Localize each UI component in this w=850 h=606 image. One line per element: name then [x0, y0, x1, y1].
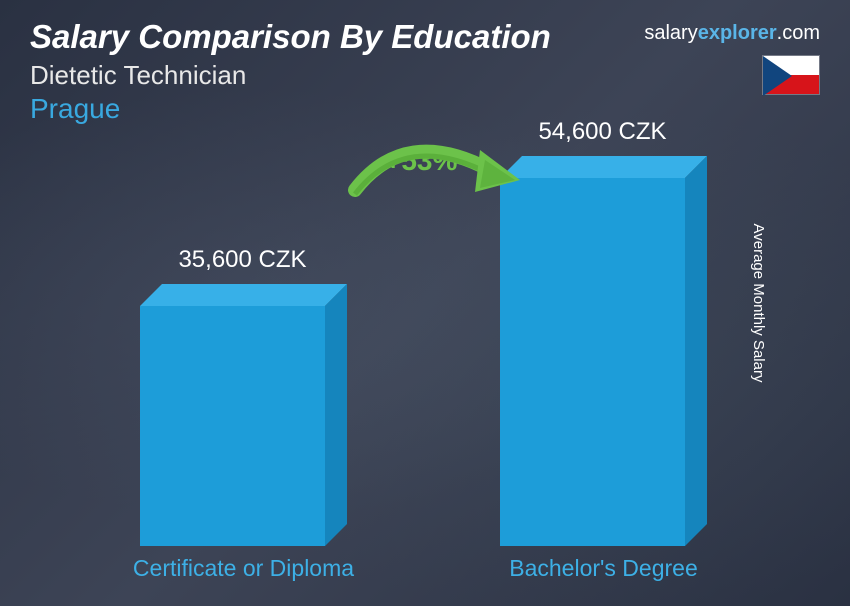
bar-chart: 35,600 CZKCertificate or Diploma54,600 C… — [40, 140, 790, 586]
brand-suffix: explorer — [698, 22, 777, 44]
brand-logo: salaryexplorer.com — [644, 22, 820, 45]
bar-front — [500, 178, 685, 546]
bar-front — [140, 306, 325, 546]
flag-triangle — [763, 56, 792, 96]
job-title: Dietetic Technician — [30, 60, 820, 91]
bar-value: 35,600 CZK — [120, 246, 365, 274]
bar-side — [325, 284, 347, 546]
bar-label: Certificate or Diploma — [94, 555, 394, 582]
brand-prefix: salary — [644, 22, 697, 44]
bar-side — [685, 156, 707, 546]
bar-top — [140, 284, 347, 306]
brand-tld: .com — [777, 22, 820, 44]
growth-arrow-icon — [335, 130, 535, 220]
bar-label: Bachelor's Degree — [454, 555, 754, 582]
y-axis-label: Average Monthly Salary — [750, 224, 767, 383]
country-flag-icon — [762, 55, 820, 95]
